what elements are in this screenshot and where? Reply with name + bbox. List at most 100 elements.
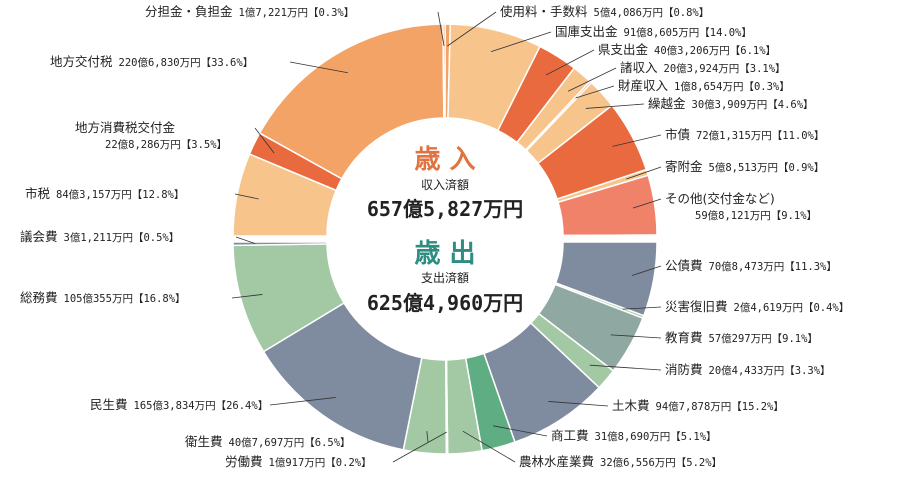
revenue-leader-line: [289, 61, 348, 74]
expenditure-label: 公債費 70億8,473万円【11.3%】: [665, 258, 837, 273]
expenditure-label: 労働費 1億917万円【0.2%】: [225, 454, 372, 469]
revenue-total: 657億5,827万円: [367, 197, 523, 221]
revenue-label: 寄附金 5億8,513万円【0.9%】: [665, 159, 824, 174]
revenue-label: 市債 72億1,315万円【11.0%】: [665, 127, 824, 142]
expenditure-label-name: 消防費: [665, 362, 703, 377]
expenditure-label: 議会費 3億1,211万円【0.5%】: [20, 229, 179, 244]
expenditure-label-amount: 70億8,473万円【11.3%】: [709, 260, 837, 273]
expenditure-label: 衛生費 40億7,697万円【6.5%】: [185, 434, 351, 449]
revenue-leader-line: [254, 127, 275, 154]
expenditure-label: 商工費 31億8,690万円【5.1%】: [551, 428, 717, 443]
expenditure-leader-line: [392, 431, 447, 463]
revenue-leader-line: [626, 166, 662, 180]
expenditure-label: 農林水産業費 32億6,556万円【5.2%】: [519, 454, 722, 469]
revenue-label: その他(交付金など): [665, 191, 775, 206]
revenue-label: 繰越金 30億3,909万円【4.6%】: [648, 96, 814, 111]
revenue-label-amount: 22億8,286万円【3.5%】: [105, 138, 227, 151]
revenue-label: 地方交付税 220億6,830万円【33.6%】: [50, 54, 253, 69]
labels-layer: 使用料・手数料 5億4,086万円【0.8%】国庫支出金 91億8,605万円【14…: [20, 4, 849, 469]
revenue-label-amount: 20億3,924万円【3.1%】: [664, 62, 786, 75]
expenditure-label: 教育費 57億297万円【9.1%】: [665, 330, 818, 345]
expenditure-total-label: 支出済額: [421, 270, 469, 285]
expenditure-label: 総務費 105億355万円【16.8%】: [20, 290, 186, 305]
revenue-label-name: 繰越金: [648, 96, 686, 111]
expenditure-leader-line: [631, 265, 662, 276]
expenditure-label-name: 衛生費: [185, 434, 223, 449]
revenue-label-name: 寄附金: [665, 159, 703, 174]
revenue-leader-line: [545, 49, 595, 76]
revenue-label-name: 地方消費税交付金: [75, 120, 176, 135]
revenue-label-name: 諸収入: [620, 60, 658, 75]
revenue-label-name: 市税: [25, 186, 51, 201]
expenditure-label-name: 民生費: [90, 397, 128, 412]
revenue-label-amount: 59億8,121万円【9.1%】: [695, 209, 817, 222]
expenditure-label-name: 議会費: [20, 229, 58, 244]
leader-lines-layer: [231, 11, 662, 463]
revenue-leader-line: [437, 11, 445, 47]
expenditure-label-name: 商工費: [551, 428, 589, 443]
revenue-slice: [562, 234, 658, 237]
revenue-label-amount: 220億6,830万円【33.6%】: [119, 56, 254, 69]
expenditure-label-amount: 20億4,433万円【3.3%】: [709, 364, 831, 377]
revenue-label-amount: 1億7,221万円【0.3%】: [239, 6, 355, 19]
expenditure-label-name: 教育費: [665, 330, 703, 345]
revenue-label-name: その他(交付金など): [665, 191, 775, 206]
expenditure-label-amount: 94億7,878万円【15.2%】: [656, 400, 784, 413]
expenditure-leader-line: [462, 430, 516, 463]
revenue-label: 分担金・負担金 1億7,221万円【0.3%】: [145, 4, 354, 19]
revenue-leader-line: [567, 67, 617, 92]
revenue-label-name: 分担金・負担金: [145, 4, 233, 19]
revenue-label-amount: 91億8,605万円【14.0%】: [624, 26, 752, 39]
revenue-title: 歳 入: [414, 145, 475, 175]
expenditure-label-amount: 3億1,211万円【0.5%】: [64, 231, 180, 244]
expenditure-leader-line: [622, 306, 662, 310]
revenue-leader-line: [585, 103, 645, 109]
expenditure-title: 歳 出: [414, 239, 475, 269]
expenditure-label-name: 土木費: [612, 398, 650, 413]
revenue-label: 国庫支出金 91億8,605万円【14.0%】: [555, 24, 752, 39]
expenditure-label-name: 農林水産業費: [519, 454, 594, 469]
expenditure-label-name: 労働費: [225, 454, 263, 469]
revenue-leader-line: [234, 193, 259, 200]
expenditure-slice: [232, 241, 328, 247]
revenue-label-amount: 40億3,206万円【6.1%】: [654, 44, 776, 57]
expenditure-label-amount: 31億8,690万円【5.1%】: [595, 430, 717, 443]
expenditure-label-name: 災害復旧費: [665, 299, 728, 314]
revenue-leader-line: [575, 85, 615, 99]
revenue-label-name: 国庫支出金: [555, 24, 618, 39]
revenue-label-amount: 30億3,909万円【4.6%】: [692, 98, 814, 111]
expenditure-total: 625億4,960万円: [367, 291, 523, 315]
expenditure-label-amount: 165億3,834万円【26.4%】: [134, 399, 269, 412]
donut-hole: [328, 122, 562, 356]
revenue-slice: [442, 23, 446, 119]
expenditure-label-amount: 2億4,619万円【0.4%】: [734, 301, 850, 314]
revenue-label-name: 財産収入: [618, 78, 669, 93]
expenditure-label-amount: 57億297万円【9.1%】: [709, 332, 818, 345]
expenditure-label-name: 総務費: [20, 290, 58, 305]
revenue-label: 市税 84億3,157万円【12.8%】: [25, 186, 184, 201]
center-labels: 歳 入 収入済額 657億5,827万円 歳 出 支出済額 625億4,960万…: [367, 145, 523, 315]
expenditure-label: 土木費 94億7,878万円【15.2%】: [612, 398, 784, 413]
expenditure-leader-line: [235, 236, 256, 244]
revenue-label: 使用料・手数料 5億4,086万円【0.8%】: [500, 4, 709, 19]
revenue-label-name: 使用料・手数料: [500, 4, 588, 19]
revenue-label-amount: 5億8,513万円【0.9%】: [709, 161, 825, 174]
revenue-label: 諸収入 20億3,924万円【3.1%】: [620, 60, 786, 75]
revenue-label: 県支出金 40億3,206万円【6.1%】: [598, 42, 776, 57]
expenditure-leader-line: [426, 431, 429, 443]
expenditure-label-amount: 105億355万円【16.8%】: [64, 292, 186, 305]
revenue-label: 地方消費税交付金: [75, 120, 176, 135]
revenue-label-amount: 1億8,654万円【0.3%】: [674, 80, 790, 93]
expenditure-leader-line: [589, 364, 662, 371]
expenditure-leader-line: [231, 294, 263, 299]
expenditure-leader-line: [610, 334, 662, 339]
revenue-label-amount: 84億3,157万円【12.8%】: [56, 188, 184, 201]
expenditure-leader-line: [269, 397, 336, 406]
expenditure-label-amount: 1億917万円【0.2%】: [269, 456, 372, 469]
revenue-label-amount: 72億1,315万円【11.0%】: [696, 129, 824, 142]
expenditure-label-name: 公債費: [665, 258, 703, 273]
expenditure-label: 民生費 165億3,834万円【26.4%】: [90, 397, 268, 412]
revenue-leader-line: [447, 11, 497, 47]
